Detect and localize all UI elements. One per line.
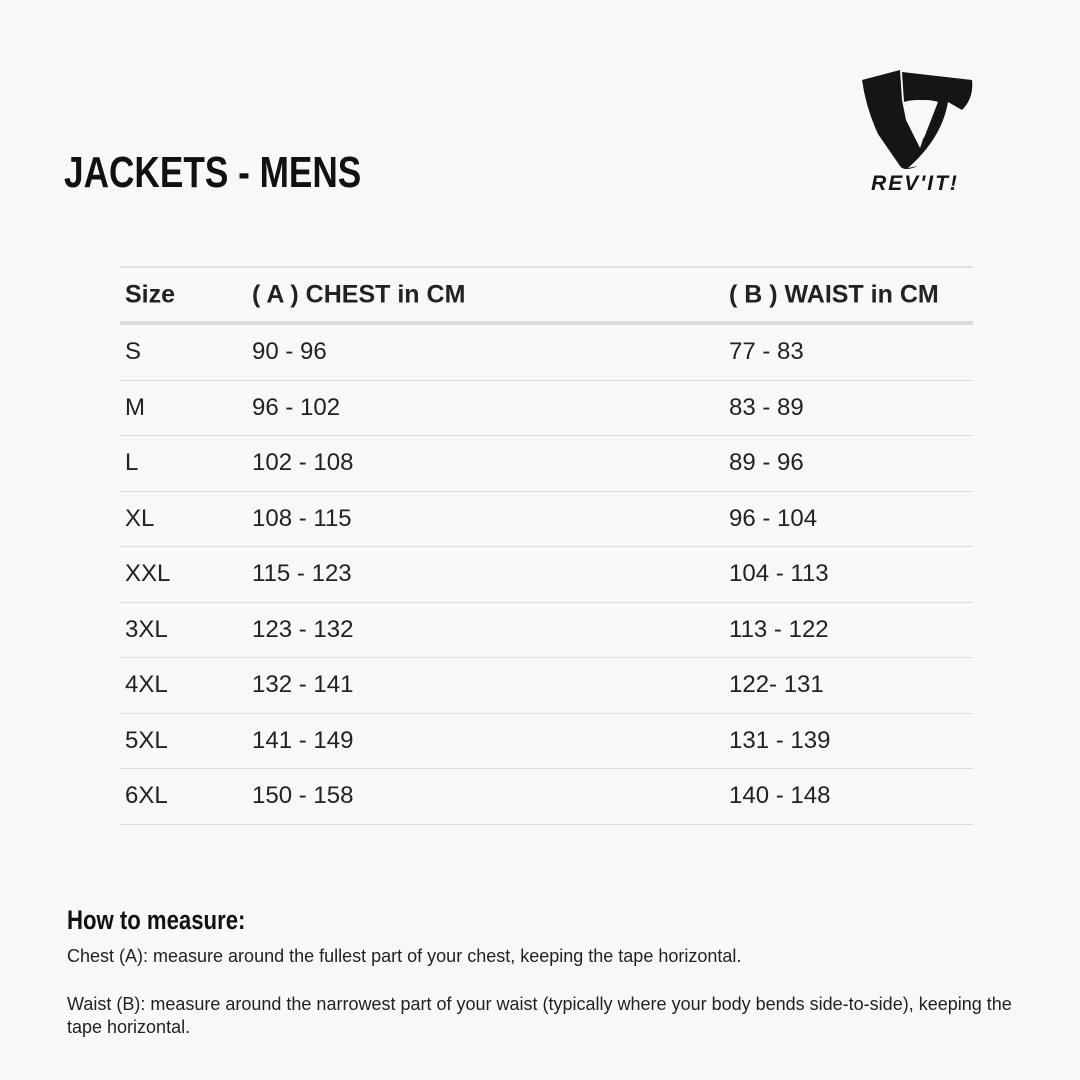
cell-waist: 77 - 83 xyxy=(729,338,804,366)
table-row: L 102 - 108 89 - 96 xyxy=(120,436,973,492)
revit-shield-logo: REV'IT! xyxy=(862,70,973,195)
header-waist: ( B ) WAIST in CM xyxy=(729,280,939,308)
cell-waist: 122- 131 xyxy=(729,671,824,699)
cell-size: XL xyxy=(125,504,155,532)
cell-size: 4XL xyxy=(125,671,168,699)
cell-waist: 96 - 104 xyxy=(729,504,818,532)
header-chest: ( A ) CHEST in CM xyxy=(252,280,466,308)
cell-chest: 90 - 96 xyxy=(252,338,327,366)
brand-wordmark: REV'IT! xyxy=(871,172,959,195)
cell-size: XXL xyxy=(125,560,171,588)
cell-waist: 89 - 96 xyxy=(729,449,804,477)
cell-chest: 150 - 158 xyxy=(252,782,354,810)
table-row: 6XL 150 - 158 140 - 148 xyxy=(120,769,973,825)
cell-chest: 96 - 102 xyxy=(252,393,341,421)
table-header: Size ( A ) CHEST in CM ( B ) WAIST in CM xyxy=(120,268,973,325)
table-row: S 90 - 96 77 - 83 xyxy=(120,325,973,381)
cell-size: 3XL xyxy=(125,615,168,643)
size-table: Size ( A ) CHEST in CM ( B ) WAIST in CM… xyxy=(120,266,973,825)
cell-waist: 83 - 89 xyxy=(729,393,804,421)
cell-chest: 123 - 132 xyxy=(252,615,354,643)
cell-chest: 102 - 108 xyxy=(252,449,354,477)
page-title: JACKETS - MENS xyxy=(64,148,362,197)
cell-chest: 108 - 115 xyxy=(252,504,352,532)
cell-size: M xyxy=(125,393,145,421)
cell-waist: 131 - 139 xyxy=(729,726,831,754)
howto-heading: How to measure: xyxy=(67,905,246,935)
cell-size: L xyxy=(125,449,139,477)
cell-chest: 115 - 123 xyxy=(252,560,352,588)
chest-instructions: Chest (A): measure around the fullest pa… xyxy=(67,946,742,966)
cell-waist: 113 - 122 xyxy=(729,615,829,643)
cell-chest: 141 - 149 xyxy=(252,726,354,754)
table-row: 4XL 132 - 141 122- 131 xyxy=(120,658,973,714)
waist-instructions: Waist (B): measure around the narrowest … xyxy=(67,994,1012,1037)
table-row: XXL 115 - 123 104 - 113 xyxy=(120,547,973,603)
cell-size: 5XL xyxy=(125,726,168,754)
cell-chest: 132 - 141 xyxy=(252,671,354,699)
table-row: 3XL 123 - 132 113 - 122 xyxy=(120,603,973,658)
table-row: M 96 - 102 83 - 89 xyxy=(120,381,973,436)
cell-waist: 104 - 113 xyxy=(729,560,829,588)
table-row: 5XL 141 - 149 131 - 139 xyxy=(120,714,973,769)
table-row: XL 108 - 115 96 - 104 xyxy=(120,492,973,547)
cell-size: 6XL xyxy=(125,782,168,810)
header-size: Size xyxy=(125,280,176,308)
cell-size: S xyxy=(125,338,142,366)
cell-waist: 140 - 148 xyxy=(729,782,831,810)
